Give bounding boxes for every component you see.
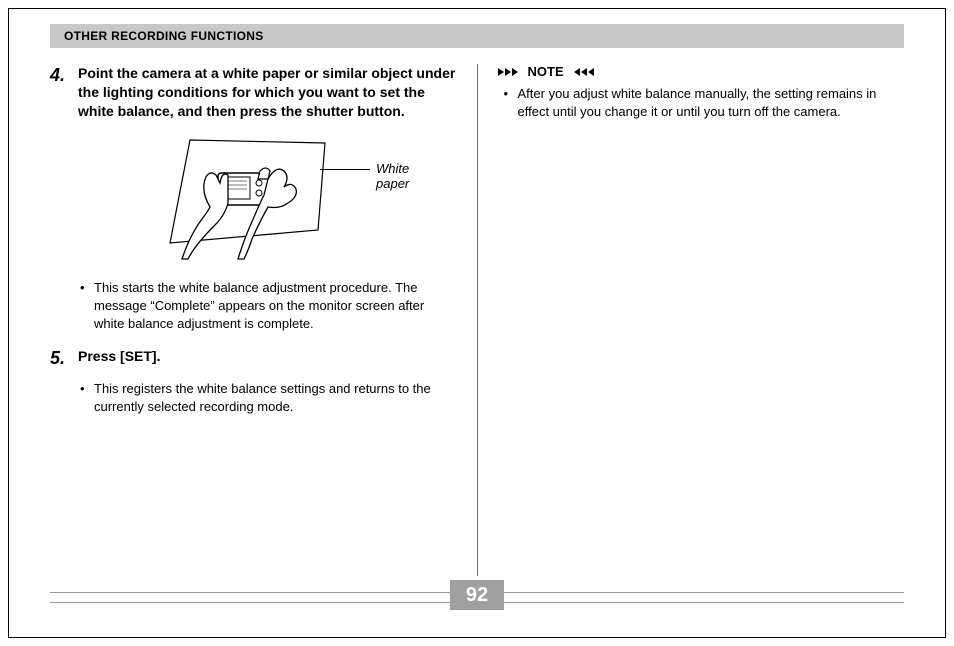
page-footer: 92 <box>50 578 904 614</box>
content-columns: 4. Point the camera at a white paper or … <box>50 64 904 576</box>
note-text: After you adjust white balance manually,… <box>518 85 905 121</box>
arrow-left-icon <box>570 66 594 78</box>
camera-illustration <box>140 135 360 265</box>
bullet-icon: • <box>504 85 518 121</box>
section-title: OTHER RECORDING FUNCTIONS <box>64 29 264 43</box>
step-5-number: 5. <box>50 347 78 370</box>
step-4: 4. Point the camera at a white paper or … <box>50 64 457 121</box>
section-header: OTHER RECORDING FUNCTIONS <box>50 24 904 48</box>
step-4-note: • This starts the white balance adjustme… <box>80 279 457 334</box>
note-bullet: • After you adjust white balance manuall… <box>504 85 905 121</box>
step-4-text: Point the camera at a white paper or sim… <box>78 64 457 121</box>
step-5-note-text: This registers the white balance setting… <box>94 380 457 416</box>
page-number: 92 <box>450 580 504 610</box>
step-5: 5. Press [SET]. <box>50 347 457 370</box>
white-paper-figure: White paper <box>140 135 440 265</box>
note-label: NOTE <box>528 64 564 79</box>
step-5-text: Press [SET]. <box>78 347 160 370</box>
left-column: 4. Point the camera at a white paper or … <box>50 64 477 576</box>
callout-line <box>320 169 370 170</box>
bullet-icon: • <box>80 380 94 416</box>
note-heading: NOTE <box>498 64 905 79</box>
callout-label: White paper <box>376 161 440 191</box>
arrow-right-icon <box>498 66 522 78</box>
right-column: NOTE • After you adjust white balance ma… <box>478 64 905 576</box>
step-4-note-text: This starts the white balance adjustment… <box>94 279 457 334</box>
bullet-icon: • <box>80 279 94 334</box>
step-4-number: 4. <box>50 64 78 121</box>
step-5-note: • This registers the white balance setti… <box>80 380 457 416</box>
